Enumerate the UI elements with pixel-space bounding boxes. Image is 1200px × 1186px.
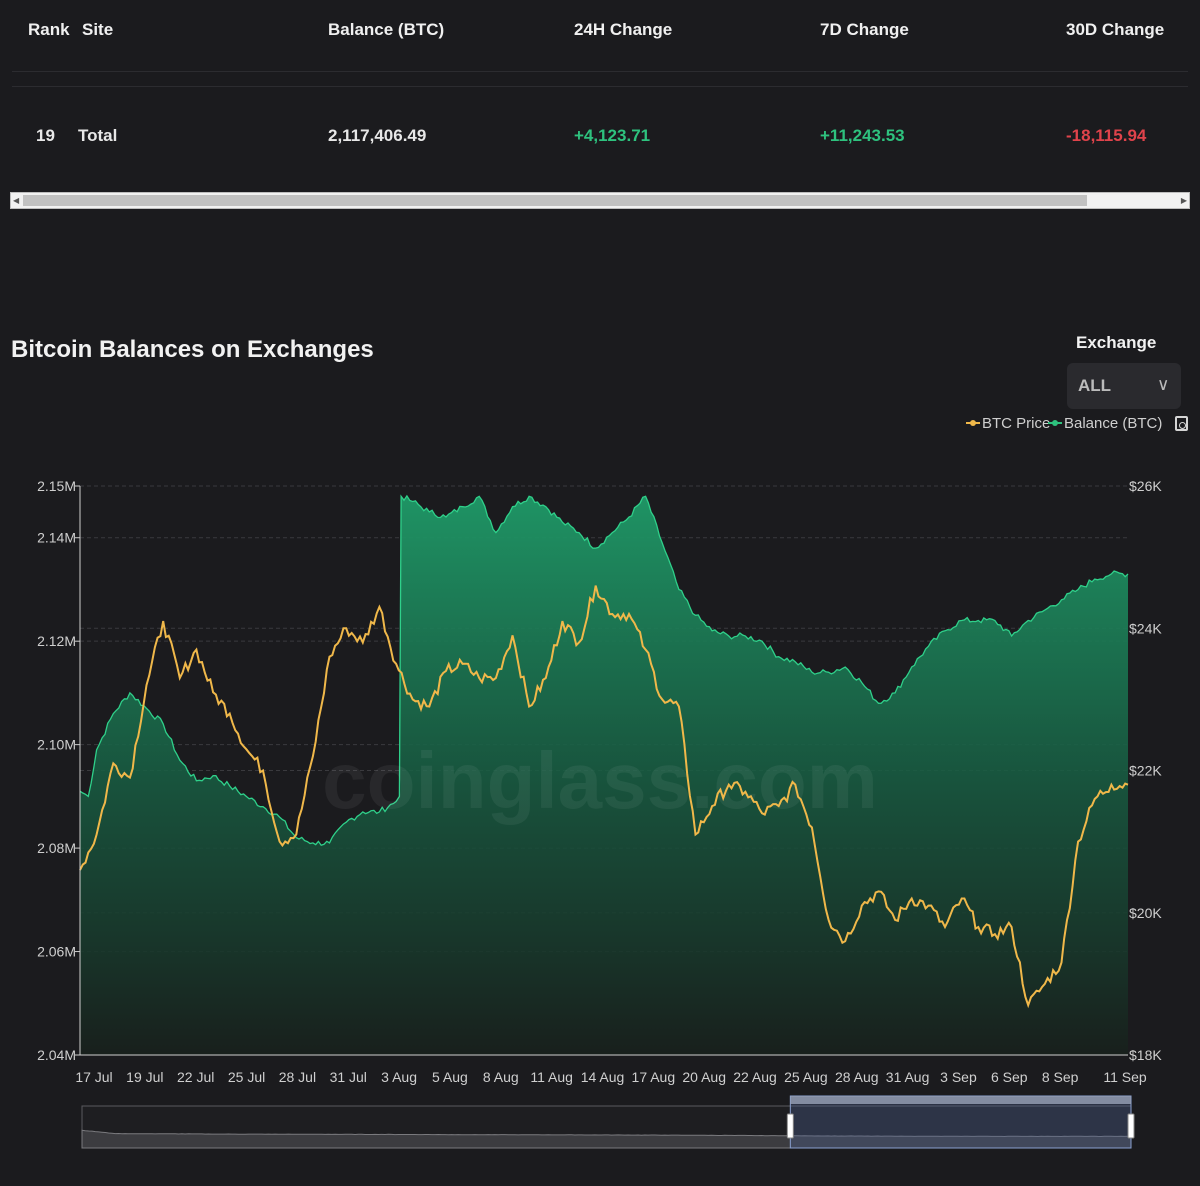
x-tick-label: 22 Aug	[733, 1069, 777, 1085]
x-tick-label: 28 Aug	[835, 1069, 879, 1085]
x-tick-label: 22 Jul	[177, 1069, 214, 1085]
x-tick-label: 8 Aug	[483, 1069, 519, 1085]
x-tick-label: 17 Aug	[632, 1069, 676, 1085]
btc-price-legend-icon	[966, 420, 980, 427]
x-tick-label: 20 Aug	[682, 1069, 726, 1085]
x-tick-label: 8 Sep	[1042, 1069, 1079, 1085]
x-axis: 17 Jul 19 Jul 22 Jul 25 Jul 28 Jul 31 Jul 3 Au…	[75, 1054, 1147, 1085]
y-right-tick-label: $22K	[1129, 763, 1162, 779]
legend-btc-price[interactable]: BTC Price	[966, 415, 1050, 432]
exchange-select[interactable]: ALL ∨	[1067, 363, 1181, 409]
navigator-series	[81, 1129, 1132, 1149]
col-header-30d-change[interactable]: 30D Change	[1066, 20, 1165, 39]
x-tick-label: 14 Aug	[581, 1069, 625, 1085]
balance-area	[80, 495, 1128, 1055]
y-left-tick-label: 2.15M	[37, 478, 76, 494]
y-axis-left: 2.04M 2.06M 2.08M 2.10M 2.12M 2.14M 2.15M	[37, 478, 81, 1063]
y-right-tick-label: $24K	[1129, 620, 1162, 636]
row-divider	[12, 86, 1188, 87]
y-left-tick-label: 2.12M	[37, 633, 76, 649]
navigator-left-handle[interactable]	[786, 1113, 794, 1139]
legend-btc-price-label: BTC Price	[982, 415, 1051, 432]
x-tick-label: 25 Aug	[784, 1069, 828, 1085]
y-right-tick-label: $18K	[1129, 1047, 1162, 1063]
y-right-tick-label: $20K	[1129, 905, 1162, 921]
x-tick-label: 17 Jul	[75, 1069, 112, 1085]
col-header-7d-change[interactable]: 7D Change	[820, 20, 909, 39]
exchange-label: Exchange	[1076, 333, 1157, 352]
y-axis-right: $18K $20K $22K $24K $26K	[1129, 478, 1162, 1063]
y-left-tick-label: 2.14M	[37, 530, 76, 546]
btc-price-series-line	[79, 585, 1129, 1009]
x-tick-label: 3 Sep	[940, 1069, 977, 1085]
col-header-site[interactable]: Site	[82, 20, 114, 39]
chevron-down-icon: ∨	[1157, 375, 1170, 394]
camera-icon[interactable]	[1175, 416, 1188, 431]
navigator-scroll-handle[interactable]	[790, 1096, 1131, 1104]
y-left-tick-label: 2.10M	[37, 737, 76, 753]
y-right-tick-label: $26K	[1129, 478, 1162, 494]
scroll-thumb[interactable]	[23, 195, 1087, 206]
chart-title: Bitcoin Balances on Exchanges	[11, 336, 374, 363]
row-rank: 19	[36, 126, 55, 145]
legend-balance-label: Balance (BTC)	[1064, 415, 1163, 432]
navigator-right-handle[interactable]	[1127, 1113, 1135, 1139]
x-tick-label: 28 Jul	[279, 1069, 316, 1085]
row-24h-change: +4,123.71	[574, 126, 651, 145]
balance-series-line	[79, 494, 1129, 846]
x-tick-label: 19 Jul	[126, 1069, 163, 1085]
y-left-tick-label: 2.04M	[37, 1047, 76, 1063]
row-site: Total	[78, 126, 118, 145]
x-tick-label: 11 Sep	[1103, 1069, 1147, 1085]
balance-legend-icon	[1048, 420, 1062, 427]
col-header-balance[interactable]: Balance (BTC)	[328, 20, 445, 39]
scroll-left-icon[interactable]: ◀	[13, 196, 20, 205]
x-tick-label: 31 Aug	[886, 1069, 930, 1085]
x-tick-label: 6 Sep	[991, 1069, 1028, 1085]
scroll-right-icon[interactable]: ▶	[1180, 196, 1187, 205]
x-tick-label: 3 Aug	[381, 1069, 417, 1085]
table-horizontal-scrollbar[interactable]: ◀ ▶	[10, 192, 1190, 209]
x-tick-label: 5 Aug	[432, 1069, 468, 1085]
watermark: coinglass.com	[322, 736, 878, 825]
x-tick-label: 25 Jul	[228, 1069, 265, 1085]
x-tick-label: 11 Aug	[530, 1069, 573, 1085]
row-balance: 2,117,406.49	[328, 126, 427, 145]
col-header-rank[interactable]: Rank	[28, 20, 70, 39]
col-header-24h-change[interactable]: 24H Change	[574, 20, 673, 39]
exchange-select-value: ALL	[1078, 376, 1112, 395]
header-divider	[12, 71, 1188, 72]
range-navigator[interactable]	[81, 1095, 1135, 1149]
row-7d-change: +11,243.53	[820, 126, 905, 145]
y-left-tick-label: 2.06M	[37, 944, 76, 960]
navigator-window[interactable]	[789, 1095, 1132, 1149]
y-left-tick-label: 2.08M	[37, 840, 76, 856]
row-30d-change: -18,115.94	[1066, 126, 1147, 145]
legend-balance[interactable]: Balance (BTC)	[1048, 415, 1162, 432]
x-tick-label: 31 Jul	[330, 1069, 367, 1085]
